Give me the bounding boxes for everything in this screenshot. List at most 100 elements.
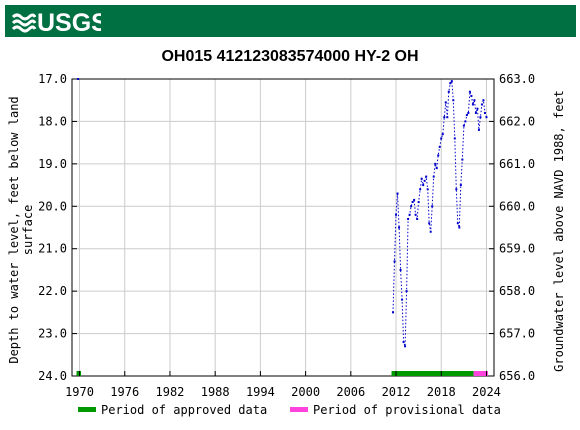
y-axis-left-label-line2: surface: [21, 205, 35, 256]
y-right-tick-label: 657.0: [499, 327, 535, 341]
data-point: [398, 226, 401, 229]
x-tick-label: 1970: [65, 385, 94, 399]
legend-provisional-swatch: [290, 407, 308, 412]
y-axis-right: 663.0 662.0 661.0 660.0 659.0 658.0 657.0 656.0: [489, 72, 535, 383]
y-right-tick-label: 660.0: [499, 199, 535, 213]
y-axis-left-label-line1: Depth to water level, feet below land: [7, 96, 21, 363]
data-point: [423, 179, 426, 182]
legend-approved-label: Period of approved data: [101, 403, 267, 417]
data-point: [77, 78, 80, 80]
x-tick-label: 2000: [291, 385, 320, 399]
x-tick-label: 1994: [246, 385, 275, 399]
plot-frame: [71, 78, 495, 377]
data-point: [395, 213, 398, 216]
data-point: [414, 213, 417, 216]
data-point: [432, 175, 435, 178]
data-point: [476, 107, 479, 110]
data-point: [402, 341, 405, 344]
data-point: [429, 230, 432, 233]
data-point: [401, 298, 404, 301]
data-point: [470, 94, 473, 97]
period-bar-approved: [76, 371, 82, 376]
data-point: [420, 177, 423, 180]
data-point: [444, 101, 447, 104]
x-tick-label: 2012: [382, 385, 411, 399]
y-right-tick-label: 656.0: [499, 369, 535, 383]
data-point: [419, 188, 422, 191]
data-point: [482, 99, 485, 102]
data-point: [459, 184, 462, 187]
usgs-logo-text: USGS: [37, 9, 101, 35]
chart-title: OH015 412123083574000 HY-2 OH: [161, 48, 418, 65]
series-line: [392, 79, 487, 347]
x-tick-label: 2024: [472, 385, 501, 399]
data-point: [417, 201, 420, 204]
data-point: [479, 116, 482, 119]
data-point: [464, 120, 467, 123]
data-point: [440, 137, 443, 140]
usgs-wave-icon: [11, 13, 37, 33]
y-right-tick-label: 662.0: [499, 114, 535, 128]
data-point: [411, 201, 414, 204]
y-axis-left: 17.0 18.0 19.0 20.0 21.0 22.0 23.0 24.0: [38, 72, 77, 383]
y-right-tick-label: 658.0: [499, 284, 535, 298]
data-point: [441, 133, 444, 136]
data-point: [465, 114, 468, 117]
data-point: [449, 82, 452, 85]
data-point: [422, 184, 425, 187]
y-left-tick-label: 21.0: [38, 242, 67, 256]
usgs-logo[interactable]: USGS: [11, 7, 101, 35]
data-point: [393, 260, 396, 263]
data-point: [404, 345, 407, 348]
y-right-tick-label: 661.0: [499, 157, 535, 171]
legend: Period of approved data Period of provis…: [78, 403, 501, 417]
data-point: [461, 158, 464, 161]
x-tick-label: 1988: [201, 385, 230, 399]
x-tick-label: 1976: [110, 385, 139, 399]
x-tick-label: 1982: [156, 385, 185, 399]
data-point: [431, 205, 434, 208]
data-point: [407, 218, 410, 221]
legend-provisional-label: Period of provisional data: [313, 403, 501, 417]
data-point: [455, 188, 458, 191]
data-point: [437, 154, 440, 157]
period-bar-provisional: [473, 371, 488, 376]
series: [77, 78, 488, 348]
y-right-tick-label: 659.0: [499, 242, 535, 256]
data-point: [408, 213, 411, 216]
data-point: [428, 222, 431, 225]
data-point: [474, 111, 477, 114]
data-point: [453, 137, 456, 140]
y-left-tick-label: 19.0: [38, 157, 67, 171]
data-point: [435, 167, 438, 170]
data-point: [416, 218, 419, 221]
data-point: [473, 99, 476, 102]
legend-approved-swatch: [78, 407, 96, 412]
x-tick-label: 2018: [427, 385, 456, 399]
data-point: [485, 116, 488, 119]
data-point: [468, 90, 471, 93]
data-point: [425, 175, 428, 178]
y-left-tick-label: 22.0: [38, 284, 67, 298]
y-left-tick-label: 20.0: [38, 199, 67, 213]
data-point: [410, 205, 413, 208]
grid: [72, 78, 494, 377]
data-point: [392, 311, 395, 314]
data-point: [456, 222, 459, 225]
period-bars: [76, 371, 488, 376]
usgs-header-bar: USGS: [5, 5, 576, 37]
y-left-tick-label: 24.0: [38, 369, 67, 383]
data-point: [438, 145, 441, 148]
y-left-tick-label: 17.0: [38, 72, 67, 86]
data-point: [443, 116, 446, 119]
data-point: [483, 111, 486, 114]
x-axis: 1970 1976 1982 1988 1994 2000 2006 2012 2018 2024: [65, 371, 501, 399]
y-right-tick-label: 663.0: [499, 72, 535, 86]
period-bar-approved: [391, 371, 474, 376]
data-point: [396, 192, 399, 195]
data-point: [471, 103, 474, 106]
y-left-tick-label: 23.0: [38, 327, 67, 341]
x-tick-label: 2006: [336, 385, 365, 399]
data-point: [462, 124, 465, 127]
